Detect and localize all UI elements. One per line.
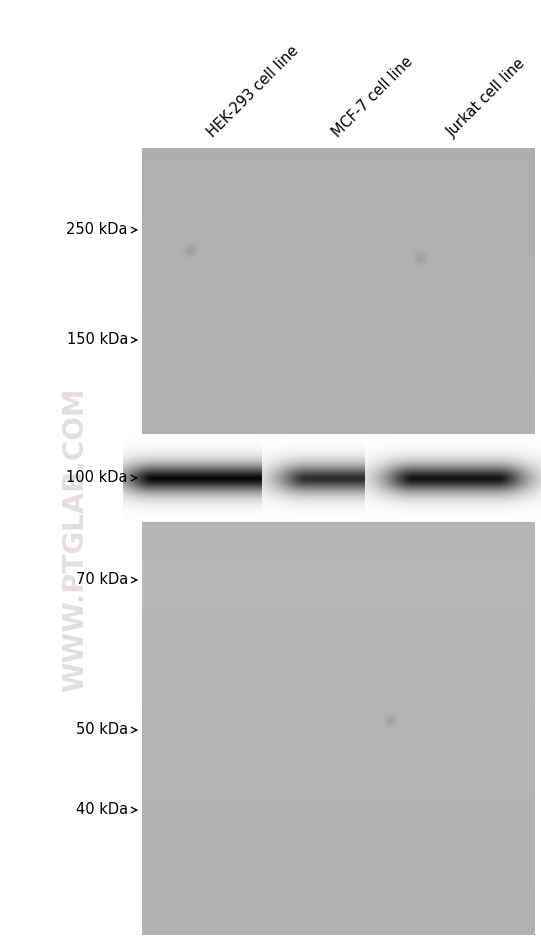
Text: Jurkat cell line: Jurkat cell line: [444, 55, 529, 140]
Text: WWW.PTGLAB.COM: WWW.PTGLAB.COM: [61, 388, 89, 692]
Text: 50 kDa: 50 kDa: [76, 722, 128, 737]
Text: HEK-293 cell line: HEK-293 cell line: [204, 43, 301, 140]
Text: 100 kDa: 100 kDa: [67, 470, 128, 485]
Text: 250 kDa: 250 kDa: [67, 223, 128, 238]
Text: 40 kDa: 40 kDa: [76, 803, 128, 818]
Text: MCF-7 cell line: MCF-7 cell line: [329, 54, 415, 140]
Text: 70 kDa: 70 kDa: [76, 573, 128, 588]
Text: 150 kDa: 150 kDa: [67, 332, 128, 347]
